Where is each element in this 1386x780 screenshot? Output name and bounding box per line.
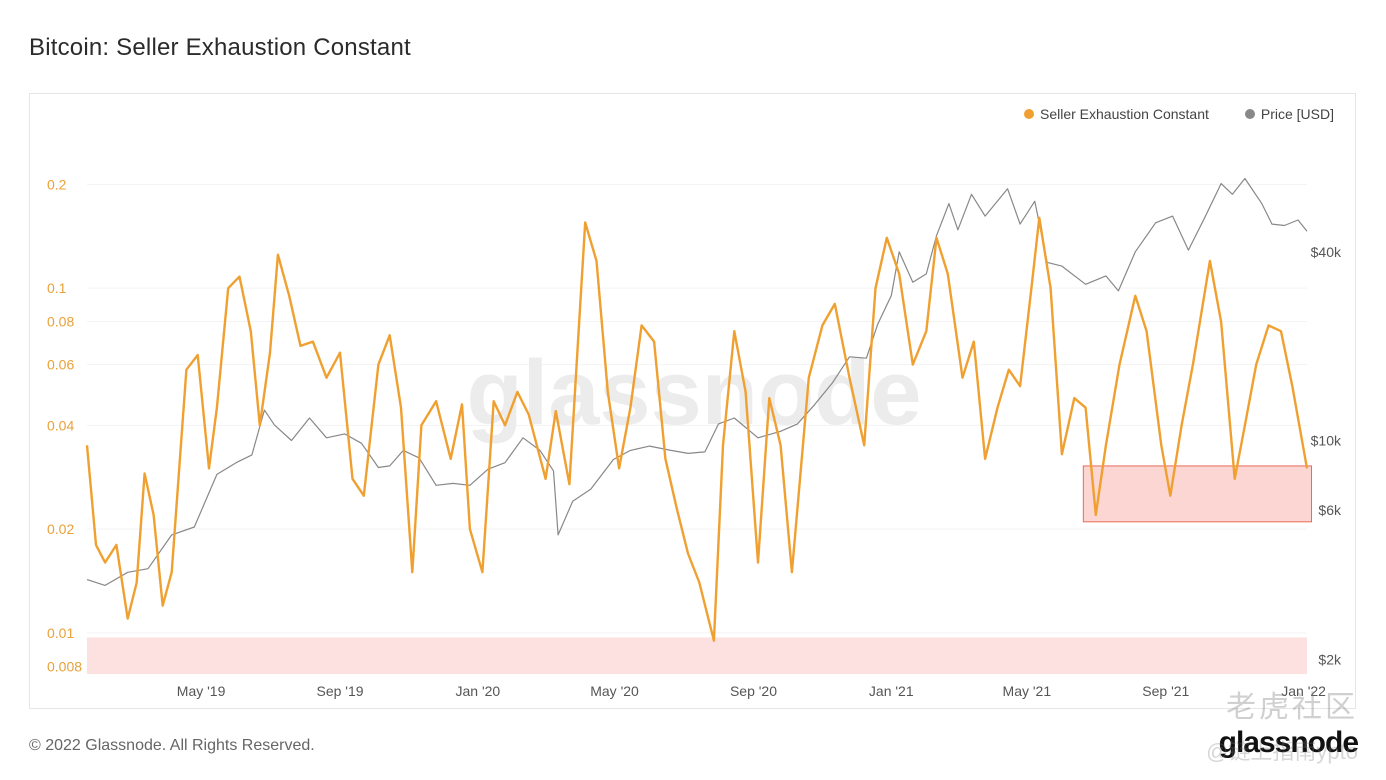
- x-axis-layer: May '19 Sep '19 Jan '20 May '20 Sep '20 Jan '…: [177, 683, 1326, 699]
- brand-logo: glassnode: [1218, 726, 1359, 759]
- left-axis-tick-label: 0.01: [47, 625, 74, 641]
- legend-item-price[interactable]: Price [USD]: [1244, 106, 1334, 122]
- chart-svg: glassnode 0.0080.010.020.040.060.080.10.…: [47, 176, 1342, 699]
- legend-dot-icon: [1244, 109, 1255, 119]
- seller-exhaustion-line: [85, 216, 1309, 642]
- right-axis-tick-label: $2k: [1318, 652, 1342, 668]
- right-axis-tick-label: $6k: [1318, 502, 1342, 518]
- highlight-zone: [87, 637, 1307, 674]
- corner-watermark: 老虎社区: [1226, 691, 1358, 724]
- right-axis-layer: $2k $6k $10k $40k: [1311, 244, 1342, 668]
- series-layer: [85, 177, 1309, 642]
- left-axis-layer: 0.008 0.01 0.02 0.04 0.06 0.08 0.1 0.2: [47, 176, 82, 674]
- x-axis-tick-label: May '21: [1003, 683, 1052, 699]
- left-axis-tick-label: 0.08: [47, 314, 74, 330]
- legend-item-seller-exhaustion[interactable]: Seller Exhaustion Constant: [1024, 106, 1209, 122]
- x-axis-tick-label: Sep '21: [1142, 683, 1189, 699]
- x-axis-tick-label: Jan '20: [455, 683, 500, 699]
- price-line: [86, 177, 1308, 586]
- left-axis-tick-label: 0.1: [47, 280, 67, 296]
- legend-dot-icon: [1024, 109, 1034, 119]
- chart-frame: glassnode 0.008 0.01 0.02 0.04 0.06 0.08 0.1 0.…: [29, 93, 1356, 709]
- legend-label: Price [USD]: [1260, 106, 1334, 122]
- chart-legend: Seller Exhaustion Constant Price [USD]: [1024, 106, 1334, 122]
- left-axis-tick-label: 0.2: [47, 176, 67, 192]
- right-axis-tick-label: $10k: [1311, 433, 1342, 449]
- copyright-text: © 2022 Glassnode. All Rights Reserved.: [29, 737, 315, 754]
- x-axis-tick-label: May '19: [177, 683, 226, 699]
- page-title: Bitcoin: Seller Exhaustion Constant: [29, 34, 411, 61]
- zones-layer: [87, 465, 1313, 674]
- x-axis-tick-label: Jan '22: [1281, 683, 1326, 699]
- right-axis-tick-label: $40k: [1311, 244, 1342, 260]
- legend-label: Seller Exhaustion Constant: [1040, 106, 1209, 122]
- x-axis-tick-label: May '20: [590, 683, 639, 699]
- left-axis-tick-label: 0.04: [47, 417, 74, 433]
- x-axis-tick-label: Jan '21: [869, 683, 914, 699]
- grid-layer: [87, 183, 1307, 667]
- x-axis-tick-label: Sep '19: [317, 683, 364, 699]
- left-axis-tick-label: 0.06: [47, 357, 74, 373]
- highlight-zone: [1082, 465, 1313, 523]
- left-axis-tick-label: 0.008: [47, 658, 82, 674]
- left-axis-tick-label: 0.02: [47, 521, 74, 537]
- corner-handle-watermark: @链上指南ypto: [1206, 739, 1358, 764]
- x-axis-tick-label: Sep '20: [730, 683, 777, 699]
